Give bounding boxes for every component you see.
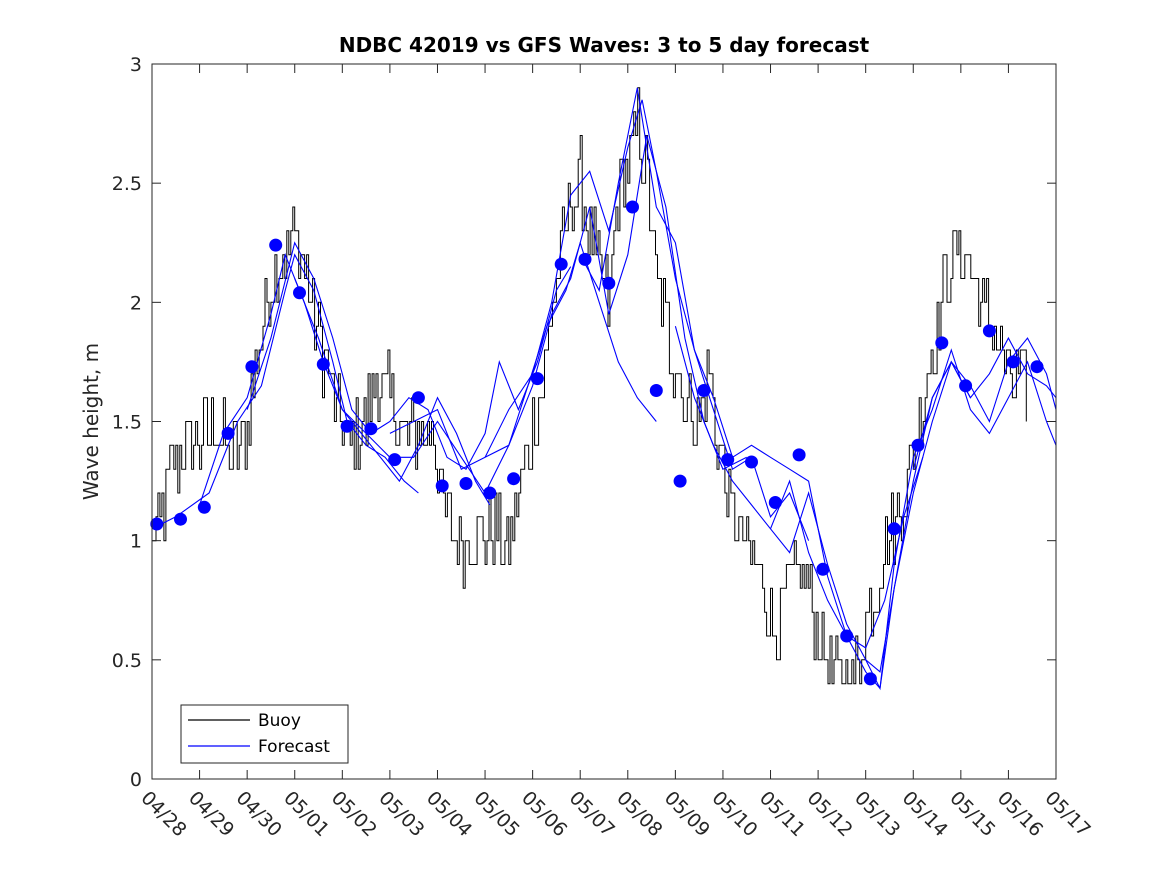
forecast-marker bbox=[197, 500, 211, 514]
buoy-series bbox=[152, 87, 1027, 685]
forecast-line bbox=[579, 87, 924, 649]
forecast-marker bbox=[935, 336, 949, 350]
forecast-line bbox=[199, 252, 491, 506]
forecast-marker bbox=[721, 453, 735, 467]
forecast-marker bbox=[150, 517, 164, 531]
forecast-marker bbox=[816, 562, 830, 576]
forecast-marker bbox=[697, 384, 711, 397]
y-tick-label: 0 bbox=[130, 769, 142, 791]
forecast-marker bbox=[269, 238, 283, 252]
forecast-marker bbox=[863, 672, 877, 686]
forecast-marker bbox=[388, 453, 402, 467]
forecast-marker bbox=[459, 477, 473, 490]
legend-buoy-label: Buoy bbox=[258, 711, 301, 731]
forecast-marker bbox=[982, 324, 996, 338]
forecast-marker bbox=[792, 448, 806, 462]
y-tick-label: 0.5 bbox=[112, 650, 142, 672]
forecast-marker bbox=[578, 252, 592, 266]
forecast-marker bbox=[840, 629, 854, 643]
forecast-marker bbox=[340, 419, 354, 433]
forecast-marker bbox=[221, 426, 235, 440]
forecast-series-group bbox=[152, 87, 1056, 691]
chart-title: NDBC 42019 vs GFS Waves: 3 to 5 day fore… bbox=[339, 33, 870, 57]
y-tick-label: 2.5 bbox=[112, 173, 142, 195]
forecast-marker bbox=[174, 512, 187, 526]
forecast-line bbox=[152, 253, 419, 530]
forecast-line bbox=[294, 240, 657, 495]
forecast-marker bbox=[554, 257, 568, 271]
forecast-markers bbox=[150, 200, 1044, 686]
y-tick-label: 3 bbox=[130, 54, 142, 76]
forecast-marker bbox=[1030, 360, 1044, 374]
legend: Buoy Forecast bbox=[180, 704, 349, 764]
forecast-marker bbox=[745, 455, 758, 469]
forecast-marker bbox=[1006, 355, 1020, 369]
forecast-marker bbox=[411, 391, 425, 405]
legend-forecast-label: Forecast bbox=[258, 737, 330, 757]
y-axis-label: Wave height, m bbox=[79, 343, 103, 500]
legend-box bbox=[180, 704, 349, 764]
forecast-marker bbox=[911, 438, 925, 452]
y-tick-labels: 0 0.5 1 1.5 2 2.5 3 bbox=[112, 54, 142, 791]
forecast-marker bbox=[602, 276, 616, 290]
forecast-marker bbox=[316, 357, 330, 371]
forecast-marker bbox=[530, 372, 544, 386]
forecast-line bbox=[769, 337, 1056, 690]
forecast-marker bbox=[507, 472, 521, 486]
y-tick-label: 2 bbox=[130, 292, 142, 314]
axes bbox=[151, 63, 1057, 780]
forecast-marker bbox=[673, 474, 687, 488]
forecast-marker bbox=[626, 200, 639, 214]
forecast-line bbox=[912, 336, 1056, 470]
forecast-marker bbox=[959, 379, 973, 393]
y-tick-label: 1 bbox=[130, 531, 142, 553]
buoy-line bbox=[152, 87, 1027, 685]
plot-area bbox=[152, 64, 1056, 779]
forecast-marker bbox=[649, 384, 663, 397]
y-tick-label: 1.5 bbox=[112, 412, 142, 434]
forecast-marker bbox=[293, 286, 306, 300]
forecast-marker bbox=[483, 486, 497, 500]
forecast-line bbox=[389, 135, 747, 470]
forecast-marker bbox=[887, 522, 901, 536]
forecast-marker bbox=[364, 422, 378, 436]
forecast-marker bbox=[245, 360, 259, 374]
forecast-marker bbox=[768, 496, 782, 509]
forecast-marker bbox=[435, 479, 449, 493]
forecast-line bbox=[674, 326, 971, 673]
